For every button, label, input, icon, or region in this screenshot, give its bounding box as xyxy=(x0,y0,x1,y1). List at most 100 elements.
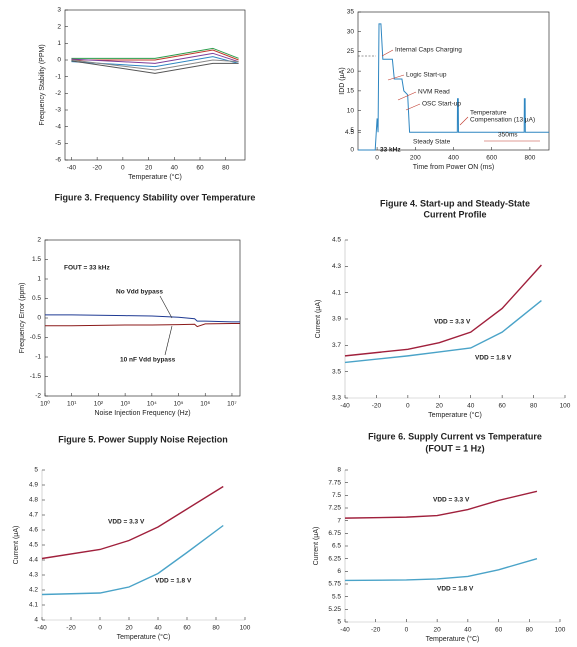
y-tick-label: -2 xyxy=(55,90,61,97)
x-axis-label: Temperature (°C) xyxy=(117,633,171,641)
y-tick-label: 4.7 xyxy=(29,512,38,519)
y-axis-label: Frequency Stability (PPM) xyxy=(39,44,46,125)
x-tick-label: -40 xyxy=(340,627,350,634)
x-tick-label: 400 xyxy=(448,155,459,162)
x-tick-label: 40 xyxy=(467,403,475,410)
y-tick-label: 10 xyxy=(347,107,355,114)
y-tick-label: 4.6 xyxy=(29,527,38,534)
y-tick-label: 2 xyxy=(37,237,41,244)
y-tick-label: -0.5 xyxy=(30,334,42,341)
callout-arrow xyxy=(397,91,417,101)
annotation: NVM Read xyxy=(418,89,450,96)
data-line xyxy=(41,485,224,560)
y-tick-label: -1 xyxy=(55,73,61,80)
y-tick-label: 3.9 xyxy=(332,316,341,323)
y-tick-label: 4.5 xyxy=(29,542,38,549)
annotation: 10 nF Vdd bypass xyxy=(120,357,176,364)
annotation: Steady State xyxy=(413,139,451,146)
y-tick-label: 0.5 xyxy=(32,295,41,302)
annotation: Temperature xyxy=(470,110,507,117)
x-tick-label: 40 xyxy=(464,627,472,634)
y-tick-label: 30 xyxy=(347,28,355,35)
x-tick-label: 10³ xyxy=(120,401,130,408)
annotation: 350ms xyxy=(498,132,518,139)
y-tick-label: 4.1 xyxy=(332,289,341,296)
y-tick-label: 5.5 xyxy=(332,593,341,600)
y-tick-label: -4 xyxy=(55,123,61,130)
data-line xyxy=(358,23,549,151)
x-tick-label: 10⁷ xyxy=(227,401,237,408)
data-line xyxy=(45,322,240,328)
x-tick-label: 40 xyxy=(154,625,162,632)
x-axis-label: Temperature (°C) xyxy=(428,411,482,419)
x-axis-label: Noise Injection Frequency (Hz) xyxy=(94,410,190,417)
data-line xyxy=(71,52,239,64)
x-tick-label: 60 xyxy=(183,625,191,632)
data-line xyxy=(344,300,542,364)
y-tick-label: 4.3 xyxy=(332,263,341,270)
y-tick-label: 6.75 xyxy=(328,530,341,537)
data-line xyxy=(344,557,538,582)
annotation: 33 kHz xyxy=(380,147,401,154)
annotation: VDD = 3.3 V xyxy=(108,519,145,526)
x-tick-label: 10⁶ xyxy=(200,401,210,408)
data-line xyxy=(344,264,542,357)
y-axis-label: IDD (µA) xyxy=(339,67,346,94)
callout-arrow xyxy=(459,116,469,126)
plot-frame xyxy=(357,11,550,151)
figure-caption: (FOUT = 1 Hz) xyxy=(425,443,484,453)
x-tick-label: 80 xyxy=(530,403,538,410)
x-tick-label: -40 xyxy=(340,403,350,410)
x-tick-label: 800 xyxy=(524,155,535,162)
annotation: FOUT = 33 kHz xyxy=(64,265,110,272)
y-tick-label: -1 xyxy=(35,354,41,361)
x-tick-label: 80 xyxy=(526,627,534,634)
annotation: VDD = 1.8 V xyxy=(475,355,512,362)
y-tick-label: 25 xyxy=(347,48,355,55)
y-tick-label: 15 xyxy=(347,88,355,95)
callout-arrow xyxy=(405,103,421,111)
y-tick-label: 35 xyxy=(347,9,355,16)
y-tick-label: 4.3 xyxy=(29,572,38,579)
y-tick-label: 1 xyxy=(37,276,41,283)
x-tick-label: 10² xyxy=(94,401,104,408)
y-tick-label: 4.4 xyxy=(29,557,38,564)
y-axis-label: Current (µA) xyxy=(315,300,322,339)
x-tick-label: 10⁵ xyxy=(174,401,184,408)
y-tick-label: 4.5 xyxy=(345,129,354,136)
y-tick-label: 1 xyxy=(57,40,61,47)
y-tick-label: -3 xyxy=(55,107,61,114)
x-tick-label: -40 xyxy=(37,625,47,632)
x-tick-label: 60 xyxy=(499,403,507,410)
x-tick-label: 20 xyxy=(145,165,153,172)
x-tick-label: 80 xyxy=(212,625,220,632)
y-tick-label: 6.25 xyxy=(328,555,341,562)
x-tick-label: 600 xyxy=(486,155,497,162)
callout-arrow xyxy=(387,74,405,81)
x-tick-label: 60 xyxy=(495,627,503,634)
y-tick-label: 3 xyxy=(57,7,61,14)
x-tick-label: -20 xyxy=(92,165,102,172)
y-tick-label: 7.25 xyxy=(328,505,341,512)
y-tick-label: 4.8 xyxy=(29,497,38,504)
x-tick-label: 0 xyxy=(98,625,102,632)
x-tick-label: 100 xyxy=(555,627,566,634)
plot-frame xyxy=(64,9,246,161)
annotation: VDD = 3.3 V xyxy=(433,497,470,504)
annotation: VDD = 1.8 V xyxy=(437,586,474,593)
annotation: Internal Caps Charging xyxy=(395,47,462,54)
y-tick-label: -5 xyxy=(55,140,61,147)
x-axis-label: Temperature (°C) xyxy=(426,635,480,643)
y-axis-label: Current (µA) xyxy=(313,527,320,566)
data-line xyxy=(71,47,239,59)
data-line xyxy=(71,59,239,71)
y-tick-label: -1.5 xyxy=(30,373,42,380)
y-tick-label: 7 xyxy=(337,517,341,524)
y-tick-label: 0 xyxy=(37,315,41,322)
data-line xyxy=(71,60,239,74)
x-tick-label: 0 xyxy=(405,627,409,634)
x-tick-label: 40 xyxy=(171,165,179,172)
x-tick-label: 10⁰ xyxy=(40,400,50,408)
